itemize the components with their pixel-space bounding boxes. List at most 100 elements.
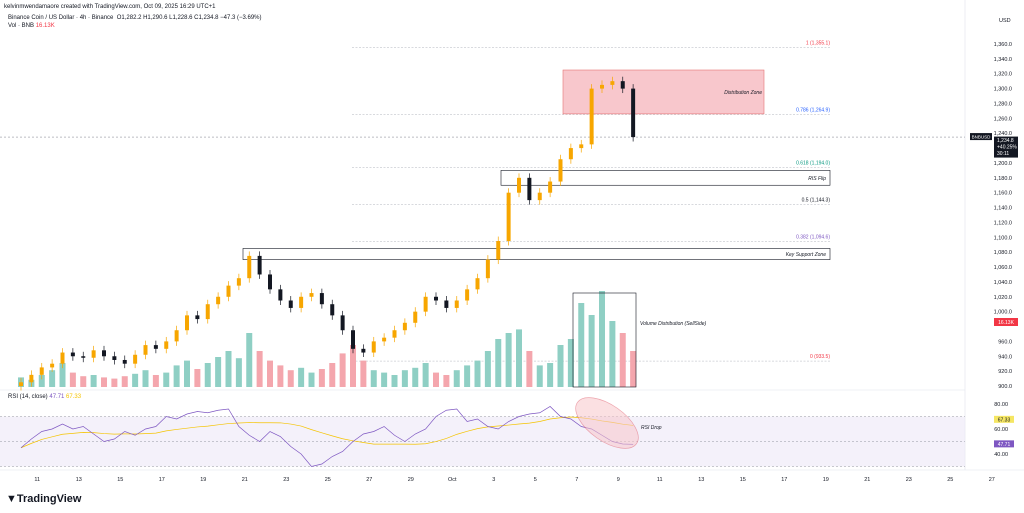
candle-body	[371, 341, 376, 353]
volume-bar	[495, 339, 502, 387]
time-tick: 3	[492, 477, 495, 483]
rsi-drop-ellipse	[575, 397, 639, 449]
volume-bar	[464, 365, 471, 387]
candle-body	[309, 293, 314, 297]
volume-bar	[339, 353, 346, 387]
volume-bar	[599, 291, 605, 387]
price-tick: 1,120.0	[994, 220, 1012, 226]
volume-bar	[391, 375, 398, 387]
volume-bar	[235, 358, 242, 387]
volume-bar	[474, 360, 481, 387]
candle-body	[351, 330, 355, 349]
candle-body	[153, 345, 158, 349]
candle-body	[226, 285, 231, 297]
candle-body	[247, 255, 252, 279]
countdown: 30:11	[997, 151, 1009, 157]
volume-bar	[308, 372, 315, 387]
time-tick: Oct	[448, 477, 457, 483]
volume-bar	[547, 363, 554, 387]
time-tick: 23	[283, 477, 289, 483]
key-support-zone	[242, 248, 831, 260]
price-tick: 1,000.0	[994, 310, 1012, 316]
time-tick: 21	[864, 477, 870, 483]
volume-bar	[630, 351, 637, 387]
time-tick: 19	[200, 477, 206, 483]
candle-body	[600, 84, 604, 89]
volume-bar	[80, 376, 87, 387]
candle-body	[70, 352, 75, 357]
candle-body	[382, 337, 387, 342]
volume-bar	[370, 370, 377, 387]
price-tick: 1,100.0	[994, 235, 1012, 241]
rsi-value: 47.71	[49, 394, 65, 400]
time-tick: 11	[34, 477, 40, 483]
volume-bar	[69, 372, 76, 387]
volume-bar	[152, 375, 159, 387]
candle-body	[185, 315, 189, 331]
distribution-zone-label: Distribution Zone	[724, 90, 762, 96]
candle-body	[517, 177, 521, 193]
currency-label: USD	[999, 18, 1011, 24]
time-tick: 11	[657, 477, 663, 483]
volume-bar	[184, 360, 190, 387]
candle-body	[268, 274, 272, 290]
volume-bar	[318, 369, 325, 387]
candle-body	[174, 330, 179, 342]
price-tick: 1,340.0	[994, 57, 1012, 63]
volume-bar	[194, 369, 201, 387]
price-tick: 1,020.0	[994, 295, 1012, 301]
rsi-tag-text: 47.71	[998, 442, 1011, 448]
volume-bar	[609, 321, 616, 387]
volume-bar	[298, 367, 305, 387]
time-tick: 19	[823, 477, 829, 483]
volume-bar	[256, 351, 263, 387]
volume-bar	[433, 372, 439, 387]
volume-bar	[287, 370, 294, 387]
rsi-tick: 40.00	[994, 452, 1008, 458]
candle-body	[236, 278, 241, 286]
tradingview-logo[interactable]: ▼TradingView	[6, 493, 82, 505]
price-tick: 1,040.0	[994, 280, 1012, 286]
rsi-ma-line	[20, 416, 634, 449]
volume-distribution-box	[572, 292, 637, 388]
candle-body	[444, 300, 449, 308]
last-price: 1,234.8	[997, 138, 1014, 144]
candle-body	[29, 374, 34, 383]
volume-bar	[204, 363, 211, 387]
candle-body	[81, 356, 86, 358]
price-tick: 1,200.0	[994, 161, 1012, 167]
last-price-tag	[994, 136, 1018, 158]
candle-body	[558, 159, 563, 182]
time-tick: 27	[989, 477, 995, 483]
price-tick: 1,240.0	[994, 131, 1012, 137]
symbol-line[interactable]: Binance Coin / US Dollar · 4h · Binance	[8, 15, 114, 21]
volume-legend: Vol · BNB 16.13K	[8, 23, 55, 30]
time-tick: 5	[534, 477, 537, 483]
rsi-legend[interactable]: RSI (14, close) 47.71 67.33	[8, 394, 81, 401]
symbol-legend: Binance Coin / US Dollar · 4h · Binance …	[8, 15, 262, 22]
price-tick: 1,060.0	[994, 265, 1012, 271]
volume-bar	[453, 370, 460, 387]
ohlc-values: O1,282.2 H1,290.6 L1,228.6 C1,234.8 −47.…	[116, 15, 262, 21]
candle-body	[434, 296, 438, 301]
candle-body	[122, 359, 127, 364]
candle-body	[39, 367, 44, 375]
volume-bar	[619, 333, 626, 387]
candle-body	[278, 289, 283, 301]
volume-bar	[225, 351, 232, 387]
price-tick: 1,280.0	[994, 101, 1012, 107]
volume-bar	[277, 365, 284, 387]
time-tick: 17	[781, 477, 787, 483]
candle-body	[340, 315, 345, 331]
rsi-label: RSI (14, close)	[8, 394, 48, 400]
candle-body	[392, 330, 397, 338]
volume-bar	[163, 372, 170, 387]
time-tick: 13	[76, 477, 82, 483]
volume-bar	[567, 339, 574, 387]
candle-body	[133, 354, 138, 364]
symbol-tag-text: BNBUSD	[972, 135, 992, 140]
candle-body	[19, 382, 23, 386]
volume-bar	[267, 360, 273, 387]
price-tick: 900.0	[998, 384, 1012, 390]
